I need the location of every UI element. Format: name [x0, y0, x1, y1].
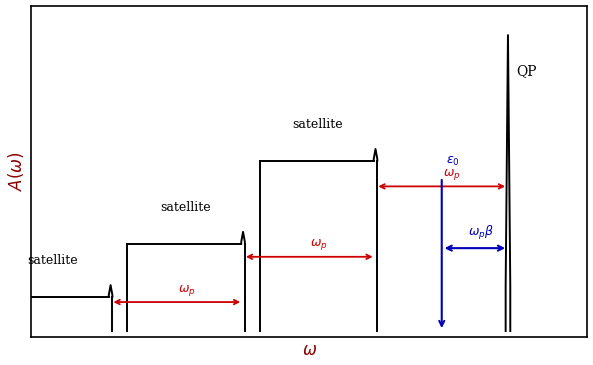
- Text: $\omega_p$: $\omega_p$: [310, 237, 328, 252]
- Text: satellite: satellite: [160, 201, 211, 214]
- Y-axis label: $A(\omega)$: $A(\omega)$: [5, 151, 25, 191]
- Text: QP: QP: [516, 64, 537, 78]
- Text: $\omega_p$: $\omega_p$: [443, 167, 461, 182]
- X-axis label: $\omega$: $\omega$: [302, 342, 317, 360]
- Text: $\omega_p$: $\omega_p$: [178, 283, 196, 297]
- Text: $\varepsilon_0$: $\varepsilon_0$: [447, 155, 460, 168]
- Text: satellite: satellite: [292, 118, 343, 131]
- Text: $\omega_p\beta$: $\omega_p\beta$: [468, 224, 495, 242]
- Text: satellite: satellite: [27, 254, 78, 268]
